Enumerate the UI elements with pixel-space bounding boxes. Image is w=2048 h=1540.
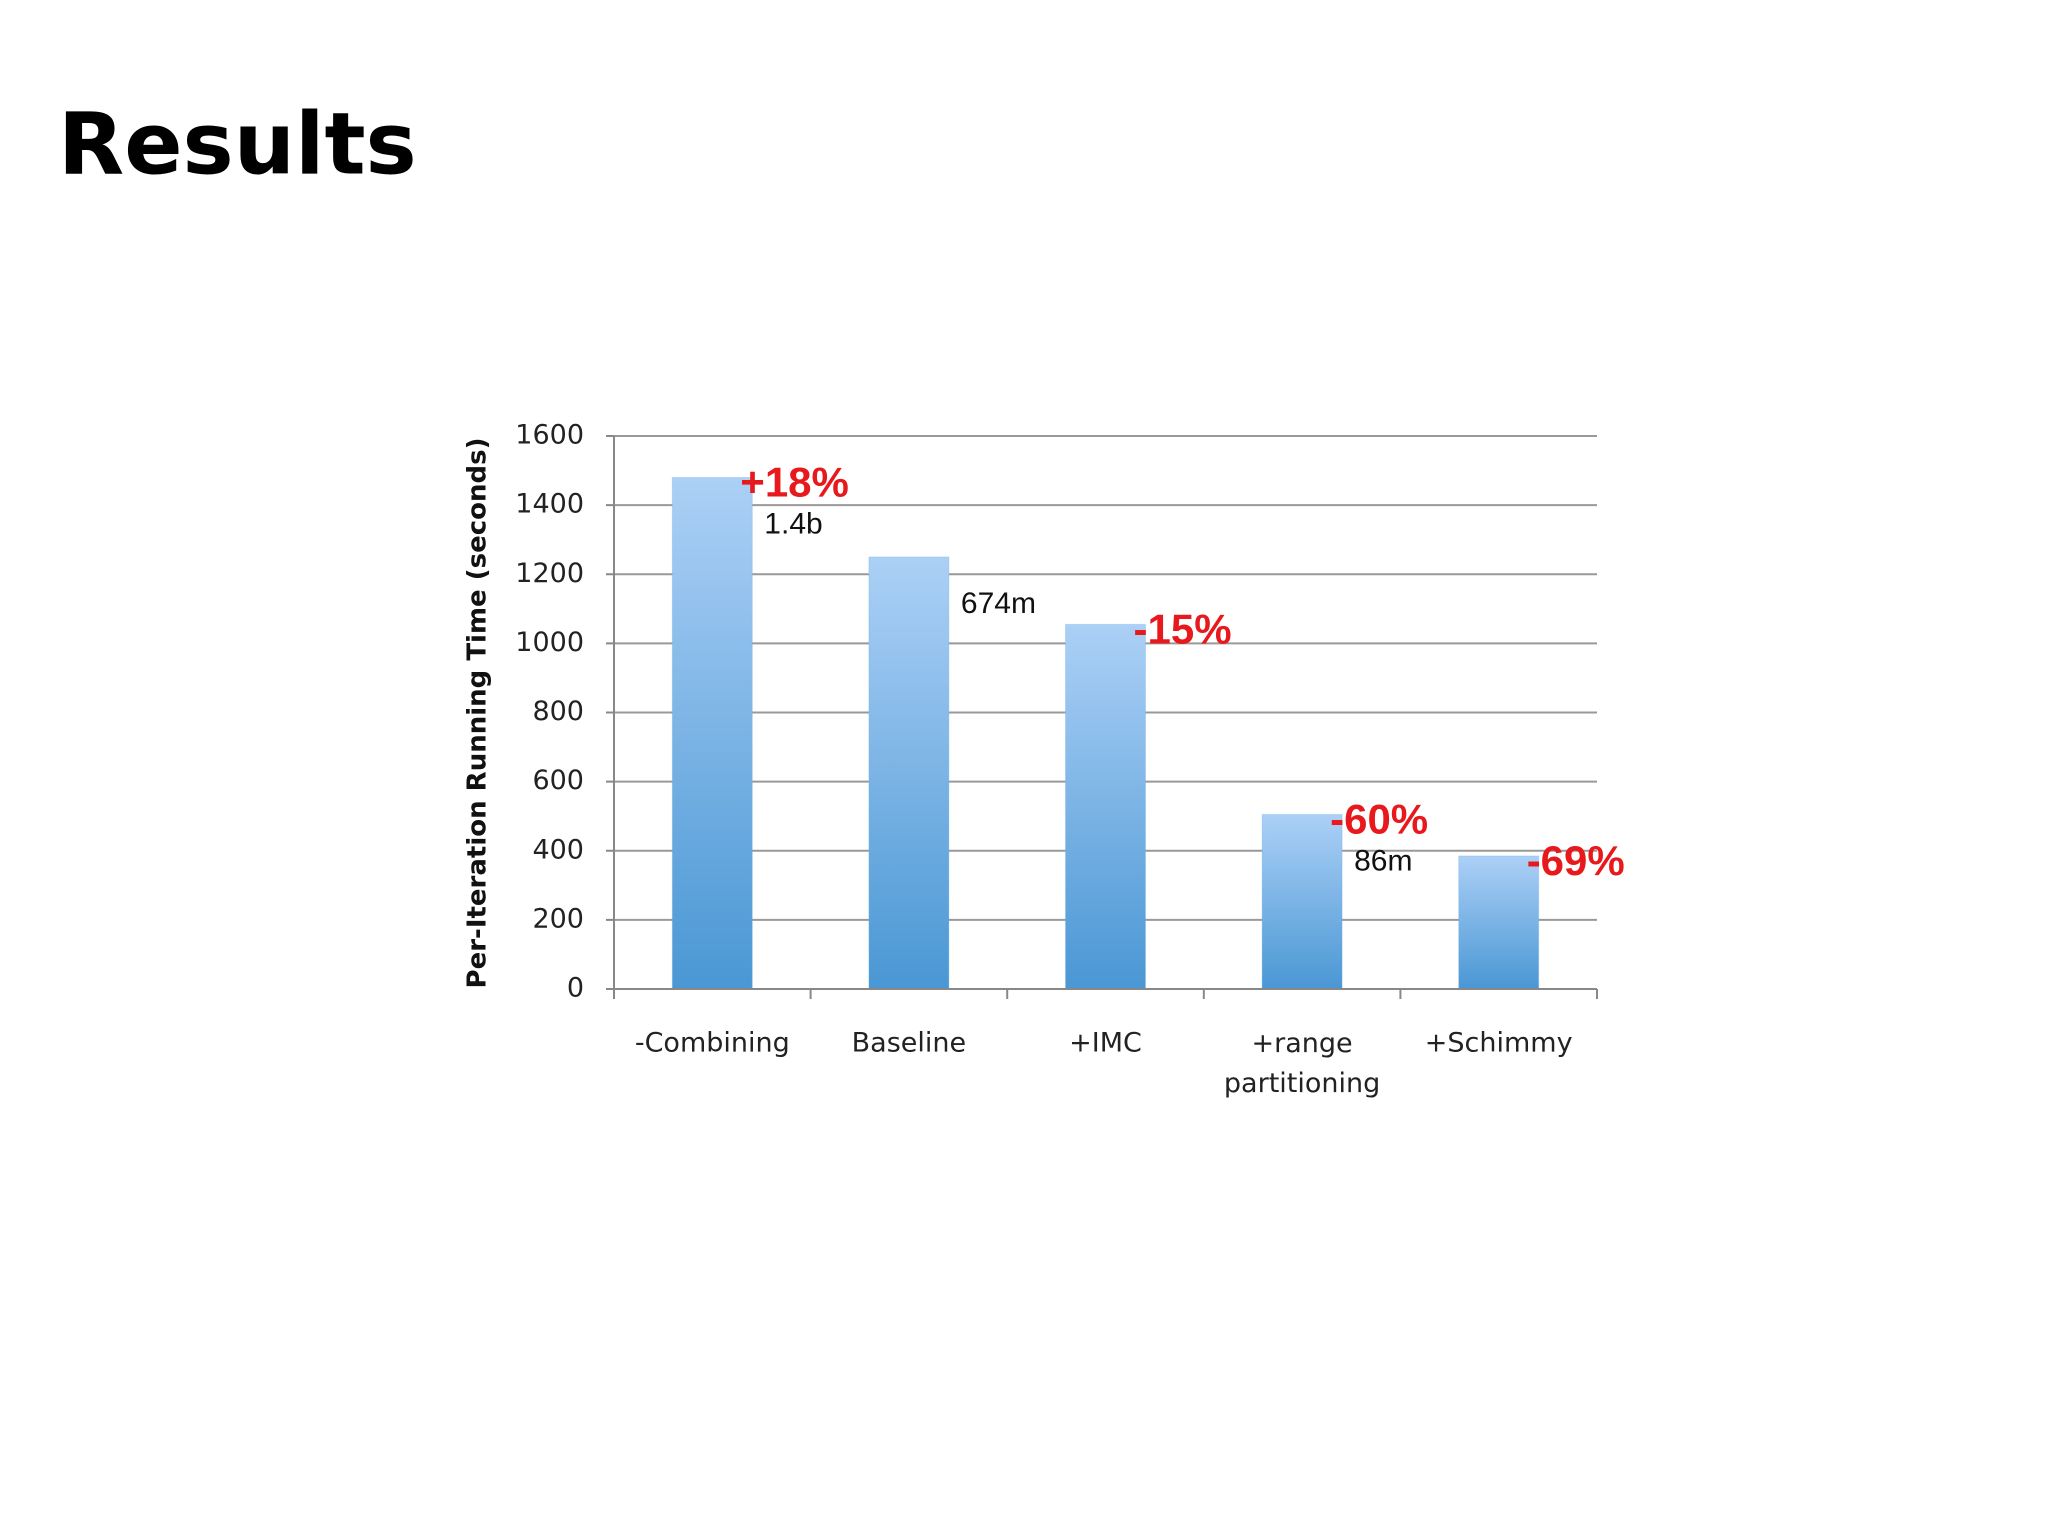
x-tick-label: +Schimmy <box>1425 1028 1573 1059</box>
y-tick-label: 1200 <box>515 558 584 589</box>
slide-title: Results <box>58 94 417 194</box>
y-tick-label: 1400 <box>515 489 584 520</box>
bar <box>671 476 753 990</box>
x-tick-label: +IMC <box>1069 1028 1142 1059</box>
change-label: -69% <box>1527 837 1625 884</box>
y-tick-label: 0 <box>567 973 584 1004</box>
x-tick-label: Baseline <box>852 1028 966 1059</box>
y-tick-label: 600 <box>532 765 584 796</box>
x-tick-label: -Combining <box>635 1028 790 1059</box>
bar <box>868 556 950 990</box>
y-tick-label: 800 <box>532 696 584 727</box>
change-label: +18% <box>740 459 849 506</box>
y-tick-label: 1600 <box>515 420 584 451</box>
y-tick-label: 200 <box>532 903 584 934</box>
x-tick-label: +range partitioning <box>1224 1028 1380 1099</box>
y-axis-label: Per-Iteration Running Time (seconds) <box>463 438 493 989</box>
y-tick-label: 400 <box>532 834 584 865</box>
bar <box>1065 623 1146 990</box>
change-label: -15% <box>1134 605 1232 652</box>
y-tick-label: 1000 <box>515 627 584 658</box>
count-label: 86m <box>1354 844 1412 877</box>
count-label: 1.4b <box>764 507 822 540</box>
bar <box>1261 813 1343 990</box>
count-label: 674m <box>961 587 1036 620</box>
change-label: -60% <box>1330 796 1428 843</box>
